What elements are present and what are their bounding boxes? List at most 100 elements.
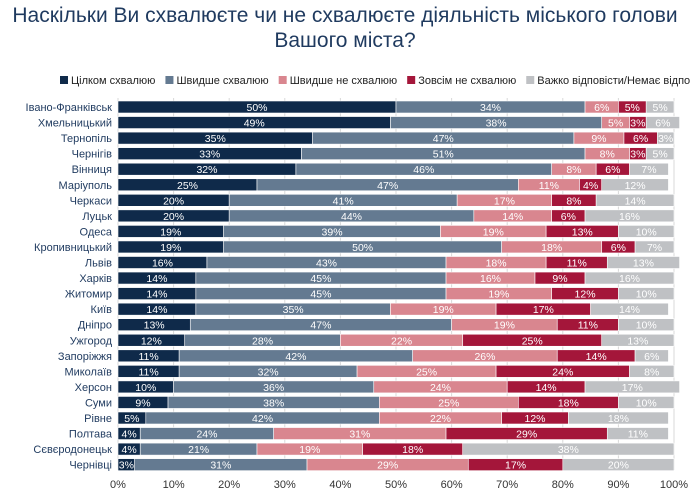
category-label: Івано-Франківськ <box>26 102 113 114</box>
data-label: 19% <box>160 242 181 254</box>
data-label: 20% <box>163 211 184 223</box>
data-label: 25% <box>416 366 437 378</box>
data-label: 34% <box>480 102 501 114</box>
category-label: Дніпро <box>78 320 112 332</box>
data-label: 19% <box>299 444 320 456</box>
legend-swatch <box>165 76 174 84</box>
data-label: 14% <box>586 351 607 363</box>
bar-segment <box>618 287 675 300</box>
data-label: 22% <box>391 335 412 347</box>
data-label: 51% <box>433 149 454 161</box>
category-label: Суми <box>85 397 112 409</box>
category-label: Чернігів <box>72 149 113 161</box>
data-label: 14% <box>146 289 167 301</box>
data-label: 35% <box>205 133 226 145</box>
data-label: 14% <box>146 304 167 316</box>
data-label: 47% <box>377 180 398 192</box>
bar-segment <box>634 240 675 254</box>
category-label: Тернопіль <box>61 133 112 145</box>
data-label: 19% <box>160 226 181 238</box>
bar-segment <box>606 427 669 440</box>
data-label: 31% <box>210 460 231 472</box>
data-label: 22% <box>430 413 451 425</box>
category-label: Харків <box>79 273 112 285</box>
bar-segment <box>568 411 669 425</box>
data-label: 7% <box>641 164 656 176</box>
data-label: 19% <box>494 320 515 332</box>
data-label: 6% <box>561 211 576 223</box>
bar-segment <box>629 365 675 378</box>
category-label: Кропивницький <box>34 242 112 254</box>
data-label: 50% <box>246 102 267 114</box>
bar-segment <box>618 396 675 409</box>
data-label: 14% <box>619 304 640 316</box>
data-label: 24% <box>196 429 217 441</box>
data-label: 11% <box>138 366 158 378</box>
data-label: 29% <box>516 429 537 441</box>
data-label: 20% <box>163 195 184 207</box>
data-label: 26% <box>474 351 495 363</box>
category-label: Ужгород <box>70 335 113 347</box>
data-label: 19% <box>483 226 504 238</box>
data-label: 9% <box>591 133 606 145</box>
data-label: 3% <box>630 118 645 130</box>
x-tick-label: 10% <box>163 479 185 491</box>
data-label: 43% <box>316 258 337 270</box>
data-label: 16% <box>152 258 173 270</box>
data-label: 44% <box>341 211 362 223</box>
legend-label: Швидше не схвалюю <box>290 75 398 87</box>
data-label: 11% <box>628 429 648 441</box>
category-label: Хмельницький <box>38 118 112 130</box>
x-tick-label: 50% <box>385 479 407 491</box>
data-label: 4% <box>122 444 137 456</box>
bar-segment <box>595 194 675 207</box>
data-label: 6% <box>655 118 670 130</box>
chart-title-line-2: Вашого міста? <box>274 29 416 52</box>
data-label: 5% <box>653 149 668 161</box>
legend-label: Важко відповісти/Немає відповіді <box>537 75 690 87</box>
data-label: 45% <box>310 273 331 285</box>
category-label: Сєвєродонецьк <box>33 444 112 456</box>
data-label: 18% <box>558 397 579 409</box>
legend-swatch <box>60 76 68 84</box>
data-label: 6% <box>594 102 609 114</box>
data-label: 46% <box>413 164 434 176</box>
data-label: 8% <box>566 195 581 207</box>
data-label: 10% <box>135 382 156 394</box>
x-tick-label: 30% <box>274 479 296 491</box>
data-label: 45% <box>310 289 331 301</box>
data-label: 47% <box>310 320 331 332</box>
bar-segment <box>645 116 680 129</box>
data-label: 38% <box>486 118 507 130</box>
x-tick-label: 80% <box>552 479 574 491</box>
bar-segment <box>634 349 669 363</box>
data-label: 18% <box>608 413 629 425</box>
data-label: 5% <box>625 102 640 114</box>
data-label: 25% <box>438 397 459 409</box>
data-label: 42% <box>285 351 306 363</box>
data-label: 6% <box>633 133 648 145</box>
data-label: 18% <box>402 444 423 456</box>
data-label: 3% <box>630 149 645 161</box>
category-label: Вінниця <box>72 164 112 176</box>
category-label: Луцьк <box>82 211 112 223</box>
chart-title-line-1: Наскільки Ви схвалюєте чи не схвалюєте д… <box>12 4 678 27</box>
bar-segment <box>629 162 669 176</box>
bar-segment <box>584 380 680 394</box>
data-label: 20% <box>608 460 629 472</box>
x-tick-label: 100% <box>660 479 688 491</box>
data-label: 16% <box>619 273 640 285</box>
data-label: 3% <box>119 460 134 472</box>
category-label: Херсон <box>75 382 112 394</box>
data-label: 11% <box>539 180 559 192</box>
data-label: 11% <box>578 320 598 332</box>
data-label: 5% <box>124 413 139 425</box>
data-label: 50% <box>352 242 373 254</box>
data-label: 38% <box>263 397 284 409</box>
category-label: Маріуполь <box>59 180 113 192</box>
bar-segment <box>590 302 669 316</box>
data-label: 16% <box>619 211 640 223</box>
data-label: 3% <box>658 133 673 145</box>
